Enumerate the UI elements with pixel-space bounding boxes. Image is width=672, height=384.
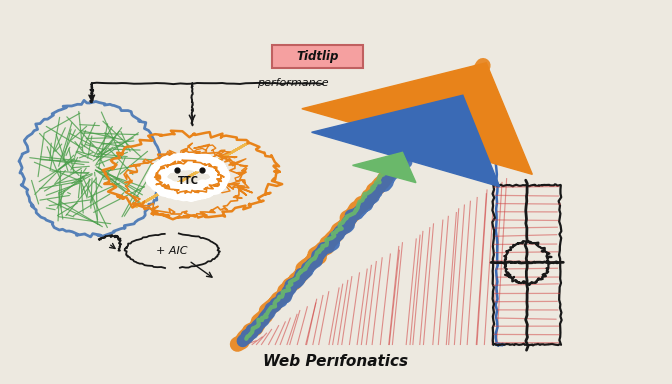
Text: + AIC: + AIC [157,246,187,256]
Polygon shape [302,63,532,174]
Polygon shape [312,95,499,187]
Text: performance: performance [257,78,329,88]
FancyBboxPatch shape [272,45,363,68]
Text: TTC: TTC [178,175,200,185]
Text: Web Perıfonatics: Web Perıfonatics [263,354,409,369]
Text: Tidtlip: Tidtlip [296,50,339,63]
Polygon shape [353,152,416,183]
